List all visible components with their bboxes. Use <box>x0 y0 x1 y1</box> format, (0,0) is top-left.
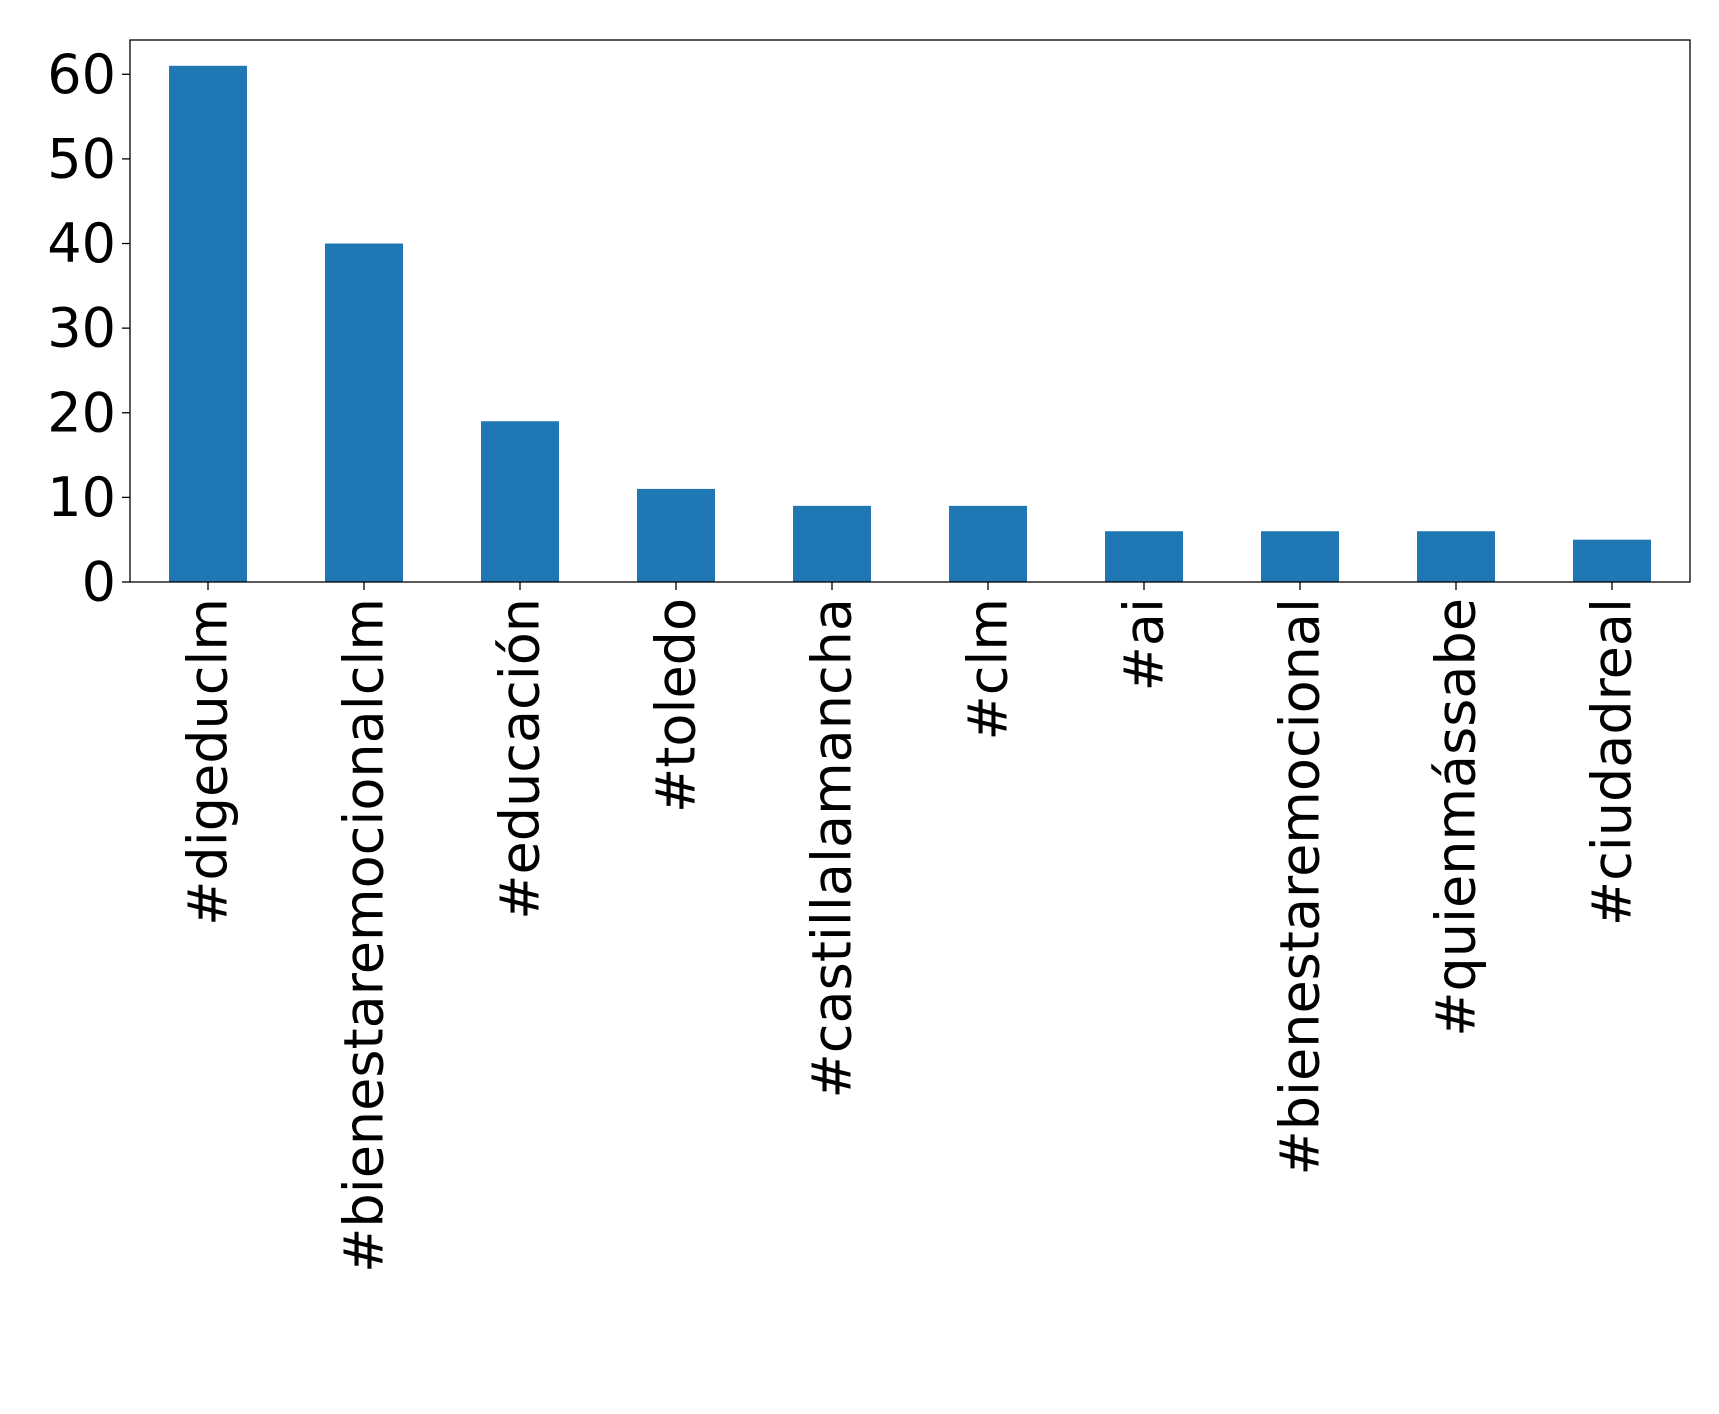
bar-0 <box>169 65 247 583</box>
x-tick-label-2: #educación <box>489 598 552 920</box>
bar-7 <box>1261 531 1339 582</box>
x-tick-label-8: #quienmássabe <box>1425 598 1488 1037</box>
x-tick-label-3: #toledo <box>645 598 708 813</box>
bar-5 <box>949 505 1027 582</box>
ticks-layer: 0 10 20 30 40 50 60 #digeduclm #bienestaremocion… <box>47 43 1643 1273</box>
y-tick-label-3: 30 <box>47 297 116 360</box>
x-tick-label-9: #ciudadreal <box>1581 598 1644 926</box>
y-tick-label-6: 60 <box>47 43 116 106</box>
y-tick-label-4: 40 <box>47 212 116 275</box>
y-tick-label-5: 50 <box>47 127 116 190</box>
x-tick-label-1: #bienestaremocionalclm <box>333 598 396 1273</box>
bar-6 <box>1105 531 1183 582</box>
axes-layer <box>129 39 1691 583</box>
bar-4 <box>793 505 871 582</box>
x-tick-label-0: #digeduclm <box>177 598 240 926</box>
bars-layer <box>169 65 1651 583</box>
bar-9 <box>1573 539 1651 582</box>
bar-1 <box>325 243 403 582</box>
y-tick-label-2: 20 <box>47 381 116 444</box>
bar-3 <box>637 488 715 582</box>
x-tick-label-4: #castillalamancha <box>801 598 864 1098</box>
y-tick-label-0: 0 <box>82 551 116 614</box>
y-tick-label-1: 10 <box>47 466 116 529</box>
bar-2 <box>481 421 559 582</box>
x-tick-label-5: #clm <box>957 598 1020 741</box>
x-tick-label-7: #bienestaremocional <box>1269 598 1332 1176</box>
bar-8 <box>1417 531 1495 582</box>
x-tick-label-6: #ai <box>1113 598 1176 691</box>
plot-frame <box>129 39 1691 583</box>
